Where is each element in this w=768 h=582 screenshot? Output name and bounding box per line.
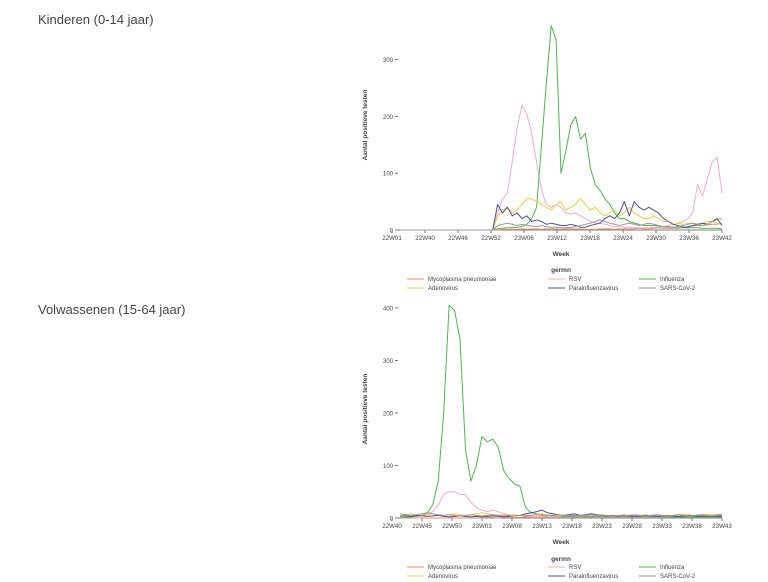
x-tick-label: 22W52 [481, 235, 501, 242]
x-axis-label: Week [553, 539, 570, 546]
legend-label: Mycoplasma pneumoniae [428, 565, 497, 571]
x-tick-label: 22W01 [382, 235, 402, 242]
section-title-volwassenen: Volwassenen (15-64 jaar) [38, 302, 186, 317]
series-line-influenza [399, 304, 722, 519]
series-line-sars-cov-2 [399, 512, 723, 517]
legend-label: SARS-CoV-2 [660, 574, 696, 580]
series-line-sars-cov-2 [400, 218, 723, 231]
x-tick-label: 23W30 [646, 235, 666, 242]
x-axis-label: Week [553, 251, 570, 258]
x-tick-label: 22W40 [415, 235, 435, 242]
legend-label: Parainfluenzavirus [569, 286, 618, 292]
series-line-parainfluenzavirus [400, 201, 723, 231]
x-tick-label: 23W12 [547, 235, 567, 242]
x-tick-label: 23W33 [652, 523, 672, 530]
y-tick-label: 100 [383, 172, 394, 178]
x-tick-label: 23W08 [502, 523, 522, 530]
x-tick-label: 23W18 [562, 523, 582, 530]
legend-title: germn [551, 556, 571, 563]
x-tick-label: 23W36 [679, 235, 699, 242]
x-tick-label: 23W43 [712, 523, 732, 530]
y-tick-label: 300 [383, 58, 394, 64]
legend-title: germn [551, 267, 571, 274]
legend-label: Adenovirus [428, 286, 458, 292]
x-tick-label: 22W46 [448, 235, 468, 242]
x-tick-label: 23W38 [682, 523, 702, 530]
y-axis-label: Aantal positieve testen [362, 374, 369, 445]
legend-label: Adenovirus [428, 574, 458, 580]
y-tick-label: 200 [383, 115, 394, 121]
x-tick-label: 23W42 [712, 235, 732, 242]
x-tick-label: 22W45 [412, 523, 432, 530]
x-tick-label: 23W13 [532, 523, 552, 530]
x-tick-label: 23W23 [592, 523, 612, 530]
y-axis-label: Aantal positieve testen [362, 90, 369, 161]
y-tick-label: 100 [383, 464, 394, 470]
legend-label: Mycoplasma pneumoniae [428, 277, 497, 283]
y-tick-label: 200 [383, 411, 394, 417]
series-line-influenza [400, 25, 723, 231]
x-tick-label: 22W50 [442, 523, 462, 530]
legend-label: Influenza [660, 277, 685, 283]
x-tick-label: 23W28 [622, 523, 642, 530]
x-tick-label: 23W06 [514, 235, 534, 242]
y-tick-label: 300 [383, 359, 394, 365]
legend-label: Influenza [660, 565, 685, 571]
x-tick-label: 22W40 [382, 523, 402, 530]
legend-label: SARS-CoV-2 [660, 286, 696, 292]
y-tick-label: 400 [383, 306, 394, 312]
legend-label: RSV [569, 565, 581, 571]
series-line-rsv [399, 491, 722, 519]
section-title-kinderen: Kinderen (0-14 jaar) [38, 12, 154, 27]
legend-label: RSV [569, 277, 581, 283]
x-tick-label: 23W18 [580, 235, 600, 242]
legend-label: Parainfluenzavirus [569, 574, 618, 580]
x-tick-label: 23W03 [472, 523, 492, 530]
x-tick-label: 23W24 [613, 235, 633, 242]
